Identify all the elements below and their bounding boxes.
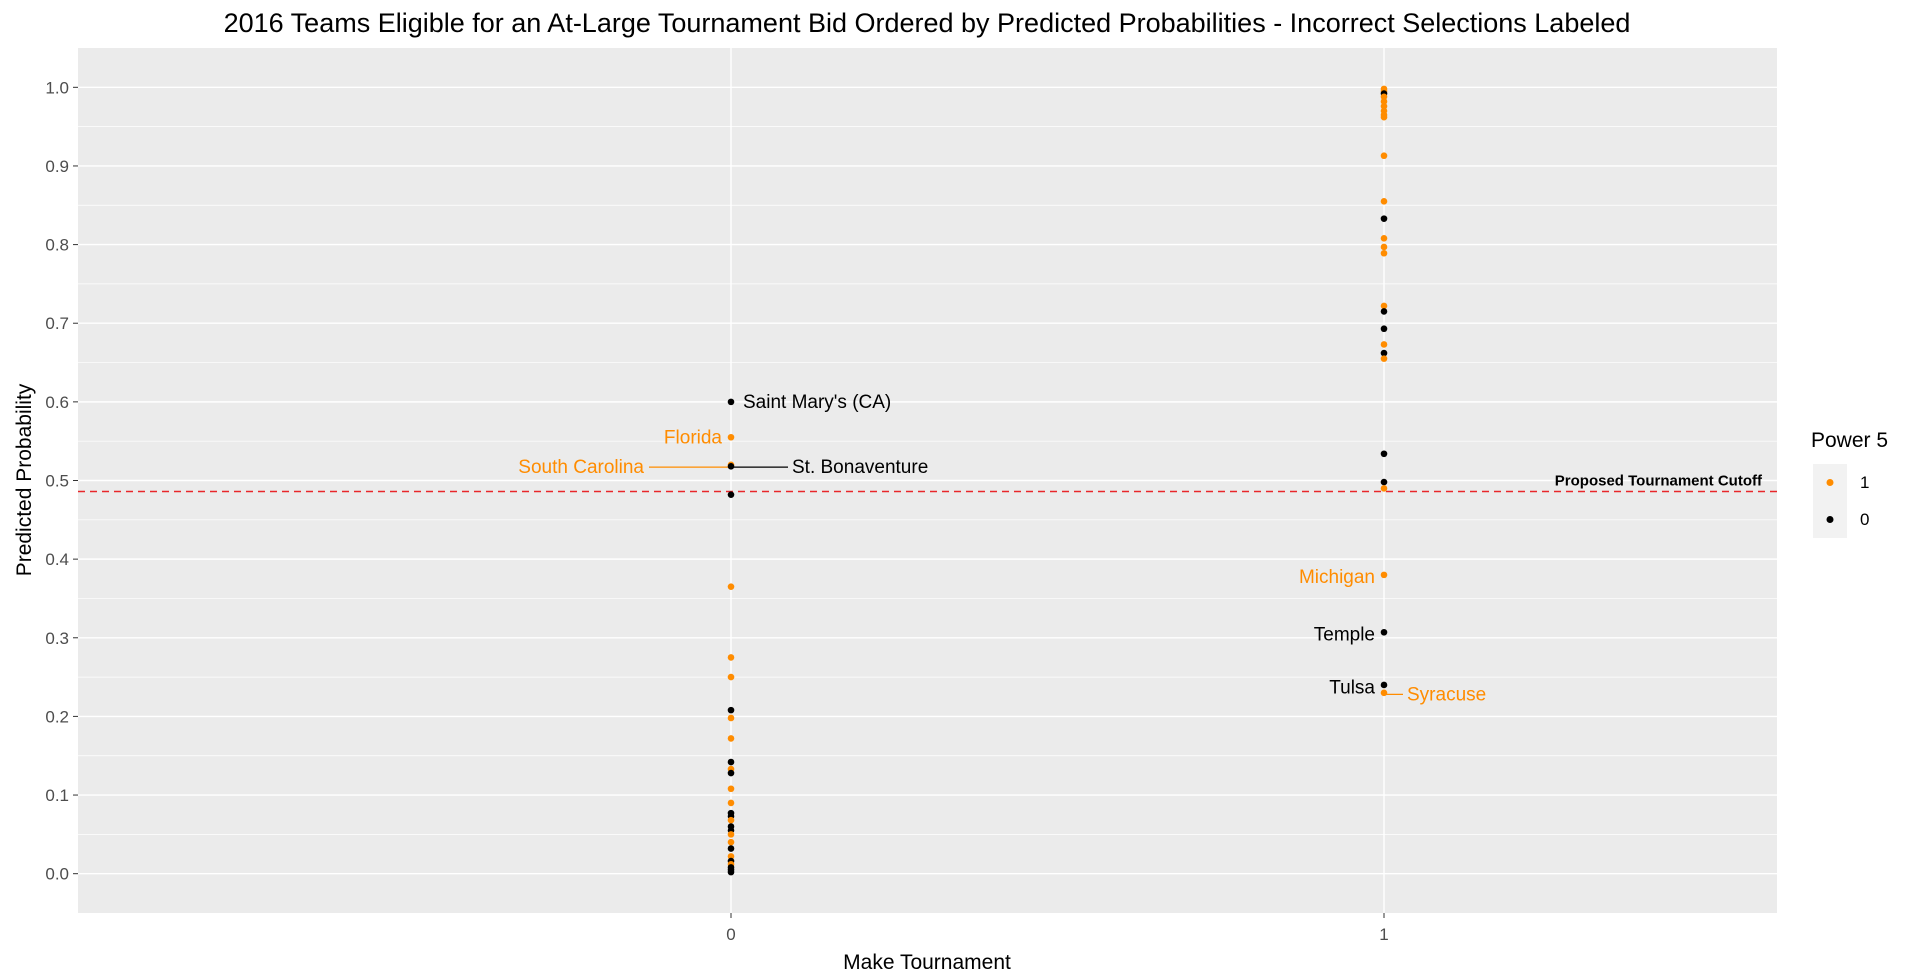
data-point bbox=[727, 583, 735, 590]
data-point bbox=[727, 853, 735, 860]
y-tick-label: 0.4 bbox=[45, 550, 69, 569]
y-tick-label: 0.2 bbox=[45, 707, 69, 726]
data-point bbox=[727, 785, 735, 793]
legend-key-point bbox=[1826, 479, 1834, 486]
point-label: Saint Mary's (CA) bbox=[743, 392, 891, 413]
y-tick-label: 0.5 bbox=[45, 472, 69, 491]
legend-key-label: 1 bbox=[1860, 473, 1869, 492]
data-point bbox=[1380, 355, 1388, 362]
data-point bbox=[727, 654, 735, 661]
data-point bbox=[1380, 349, 1388, 357]
data-point bbox=[1380, 215, 1388, 222]
y-tick-label: 0.8 bbox=[45, 236, 69, 255]
data-point bbox=[727, 714, 735, 722]
data-point bbox=[727, 838, 735, 846]
data-point bbox=[1380, 113, 1388, 121]
point-label: Michigan bbox=[1299, 567, 1375, 588]
data-point bbox=[1380, 450, 1388, 458]
data-point bbox=[1380, 302, 1388, 310]
data-point bbox=[727, 735, 735, 742]
point-label: Florida bbox=[664, 427, 723, 448]
data-point bbox=[727, 769, 735, 777]
y-tick-label: 0.1 bbox=[45, 786, 69, 805]
data-point bbox=[727, 463, 735, 470]
data-point bbox=[727, 706, 735, 714]
cutoff-line-group: Proposed Tournament Cutoff bbox=[78, 473, 1777, 493]
data-point bbox=[1380, 243, 1388, 251]
data-point bbox=[1380, 198, 1388, 205]
point-label: Syracuse bbox=[1407, 684, 1486, 705]
data-point bbox=[1380, 689, 1388, 697]
data-point bbox=[727, 673, 735, 681]
data-point bbox=[1380, 93, 1388, 101]
data-point bbox=[1380, 308, 1388, 315]
legend-key-label: 0 bbox=[1860, 510, 1869, 529]
data-point bbox=[1380, 341, 1388, 348]
grid-lines bbox=[78, 48, 1777, 913]
legend-key-point bbox=[1826, 516, 1834, 523]
legend-keys: 10 bbox=[1813, 464, 1869, 538]
y-axis-ticks: 0.0 0.1 0.2 0.3 0.4 0.5 0.6 0.7 0.8 0.9 1.0 bbox=[45, 78, 78, 884]
legend: Power 5 10 bbox=[1811, 429, 1888, 538]
data-point bbox=[727, 868, 735, 876]
data-point bbox=[727, 398, 735, 406]
data-point bbox=[727, 816, 735, 824]
y-tick-label: 1.0 bbox=[45, 78, 69, 97]
data-point bbox=[1380, 628, 1388, 636]
data-point bbox=[727, 831, 735, 838]
data-point bbox=[1380, 571, 1388, 579]
point-label: Temple bbox=[1314, 625, 1375, 646]
y-tick-label: 0.6 bbox=[45, 393, 69, 412]
data-point bbox=[1380, 102, 1388, 110]
x-axis-title: Make Tournament bbox=[843, 951, 1011, 974]
y-tick-label: 0.0 bbox=[45, 865, 69, 884]
point-label: St. Bonaventure bbox=[792, 457, 928, 478]
data-points bbox=[727, 85, 1388, 876]
point-label: South Carolina bbox=[518, 457, 644, 478]
y-tick-label: 0.7 bbox=[45, 314, 69, 333]
label-leader-lines bbox=[649, 466, 1403, 696]
data-point bbox=[1380, 249, 1388, 257]
data-point bbox=[1380, 152, 1388, 160]
data-point bbox=[727, 845, 735, 852]
data-point bbox=[727, 491, 735, 498]
data-point bbox=[1380, 485, 1388, 492]
y-tick-label: 0.9 bbox=[45, 157, 69, 176]
x-tick-label: 0 bbox=[726, 925, 735, 944]
data-point bbox=[727, 758, 735, 766]
point-labels: Saint Mary's (CA) Florida South Carolina St… bbox=[518, 392, 1486, 706]
data-point bbox=[1380, 235, 1388, 242]
data-point bbox=[1380, 478, 1388, 486]
y-axis-title: Predicted Probability bbox=[13, 383, 36, 576]
chart-title: 2016 Teams Eligible for an At-Large Tour… bbox=[224, 8, 1631, 38]
data-point bbox=[727, 433, 735, 441]
x-tick-label: 1 bbox=[1379, 925, 1388, 944]
y-tick-label: 0.3 bbox=[45, 629, 69, 648]
data-point bbox=[727, 799, 735, 807]
data-point bbox=[1380, 681, 1388, 689]
legend-title: Power 5 bbox=[1811, 429, 1888, 452]
point-label: Tulsa bbox=[1329, 677, 1375, 698]
cutoff-label: Proposed Tournament Cutoff bbox=[1555, 473, 1763, 490]
data-point bbox=[1380, 98, 1388, 105]
data-point bbox=[1380, 325, 1388, 333]
